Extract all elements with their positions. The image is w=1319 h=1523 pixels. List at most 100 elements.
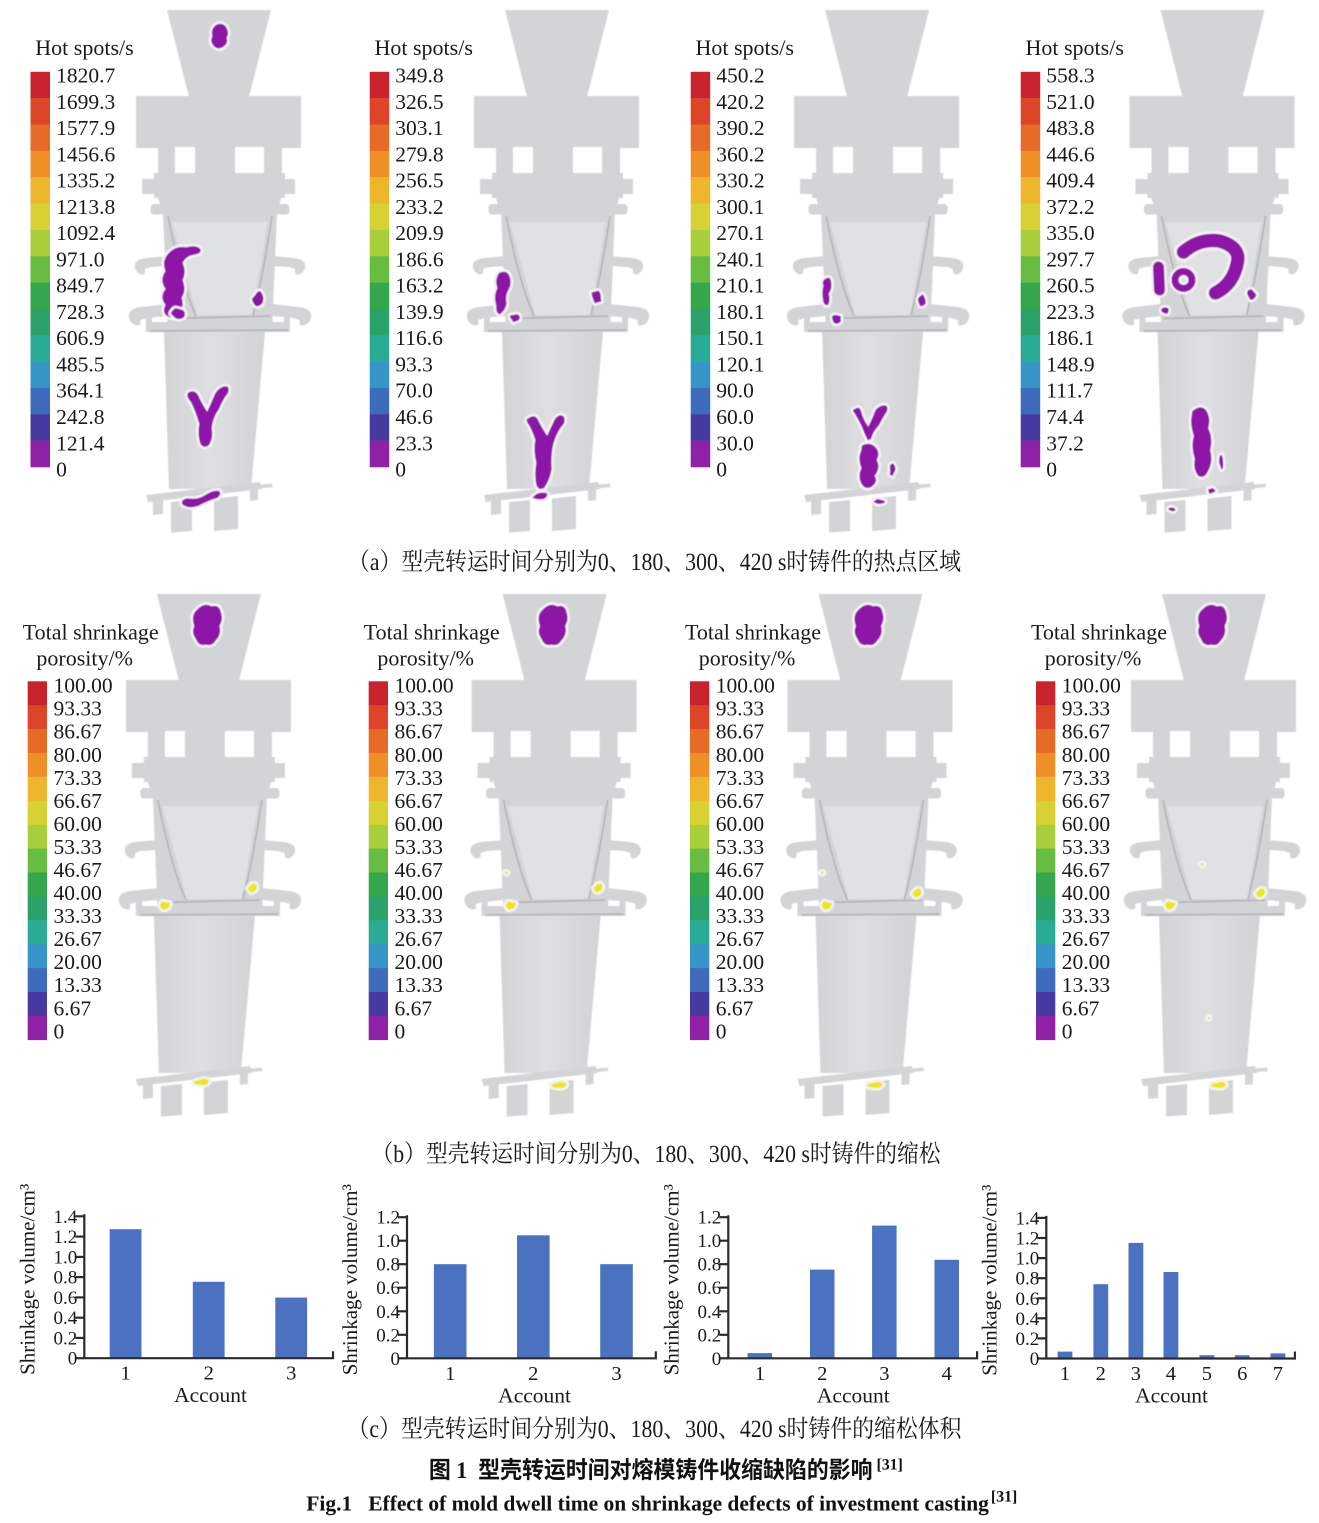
svg-text:120.1: 120.1 — [716, 353, 764, 377]
svg-text:121.4: 121.4 — [56, 431, 105, 455]
svg-text:53.33: 53.33 — [716, 835, 764, 859]
svg-text:46.67: 46.67 — [54, 858, 103, 882]
svg-text:13.33: 13.33 — [54, 973, 102, 997]
svg-text:40.00: 40.00 — [1062, 881, 1110, 905]
svg-text:46.67: 46.67 — [395, 858, 444, 882]
svg-text:0: 0 — [716, 458, 727, 482]
svg-text:0: 0 — [1046, 458, 1057, 482]
svg-text:Total shrinkage: Total shrinkage — [1031, 620, 1167, 645]
svg-text:Shrinkage volume/cm³: Shrinkage volume/cm³ — [338, 1184, 362, 1375]
svg-text:330.2: 330.2 — [716, 169, 764, 193]
svg-text:74.4: 74.4 — [1046, 405, 1084, 429]
svg-text:242.8: 242.8 — [56, 405, 104, 429]
svg-text:1: 1 — [445, 1363, 455, 1385]
svg-text:Shrinkage volume/cm³: Shrinkage volume/cm³ — [15, 1184, 39, 1375]
svg-text:60.00: 60.00 — [54, 812, 102, 836]
svg-text:66.67: 66.67 — [716, 789, 765, 813]
svg-text:1335.2: 1335.2 — [56, 169, 115, 193]
svg-text:4: 4 — [1166, 1363, 1176, 1385]
svg-text:20.00: 20.00 — [716, 950, 764, 974]
svg-text:porosity/%: porosity/% — [1045, 646, 1142, 671]
svg-text:111.7: 111.7 — [1046, 379, 1093, 403]
svg-text:33.33: 33.33 — [54, 904, 102, 928]
svg-text:100.00: 100.00 — [716, 674, 775, 698]
svg-text:0.4: 0.4 — [54, 1308, 78, 1329]
svg-text:66.67: 66.67 — [1062, 789, 1111, 813]
svg-text:93.33: 93.33 — [1062, 697, 1110, 721]
svg-text:100.00: 100.00 — [1062, 674, 1121, 698]
svg-text:53.33: 53.33 — [54, 835, 102, 859]
svg-text:0: 0 — [56, 458, 67, 482]
svg-text:Total shrinkage: Total shrinkage — [685, 620, 821, 645]
svg-text:86.67: 86.67 — [395, 720, 444, 744]
svg-text:409.4: 409.4 — [1046, 169, 1095, 193]
svg-text:26.67: 26.67 — [395, 927, 444, 951]
svg-text:6.67: 6.67 — [395, 996, 433, 1020]
svg-text:0.6: 0.6 — [376, 1278, 400, 1299]
svg-text:33.33: 33.33 — [395, 904, 443, 928]
svg-text:0: 0 — [395, 458, 406, 482]
svg-text:30.0: 30.0 — [716, 431, 754, 455]
svg-text:300.1: 300.1 — [716, 195, 764, 219]
svg-text:390.2: 390.2 — [716, 116, 764, 140]
svg-text:0: 0 — [1030, 1349, 1040, 1370]
svg-text:223.3: 223.3 — [1046, 300, 1094, 324]
svg-text:0.4: 0.4 — [698, 1302, 722, 1323]
svg-text:Hot spots/s: Hot spots/s — [695, 35, 793, 60]
svg-text:3: 3 — [1131, 1363, 1141, 1385]
svg-text:1: 1 — [1060, 1363, 1070, 1385]
svg-text:Shrinkage volume/cm³: Shrinkage volume/cm³ — [977, 1185, 1001, 1376]
svg-text:46.67: 46.67 — [1062, 858, 1111, 882]
svg-text:240.1: 240.1 — [716, 247, 764, 271]
svg-text:3: 3 — [611, 1363, 621, 1385]
svg-text:728.3: 728.3 — [56, 300, 104, 324]
svg-text:73.33: 73.33 — [1062, 766, 1110, 790]
svg-text:0.6: 0.6 — [698, 1278, 722, 1299]
svg-text:80.00: 80.00 — [54, 743, 102, 767]
svg-text:Total shrinkage: Total shrinkage — [23, 620, 159, 645]
svg-text:Account: Account — [817, 1383, 890, 1407]
svg-text:0: 0 — [712, 1349, 722, 1370]
svg-text:1.4: 1.4 — [1016, 1208, 1040, 1229]
svg-text:13.33: 13.33 — [395, 973, 443, 997]
svg-text:150.1: 150.1 — [716, 326, 764, 350]
svg-text:80.00: 80.00 — [1062, 743, 1110, 767]
svg-text:70.0: 70.0 — [395, 379, 433, 403]
svg-text:186.6: 186.6 — [395, 247, 444, 271]
svg-text:6.67: 6.67 — [54, 996, 92, 1020]
svg-text:116.6: 116.6 — [395, 326, 443, 350]
svg-text:1699.3: 1699.3 — [56, 90, 115, 114]
svg-text:90.0: 90.0 — [716, 379, 754, 403]
svg-text:446.6: 446.6 — [1046, 142, 1095, 166]
svg-text:23.3: 23.3 — [395, 431, 433, 455]
svg-text:0.8: 0.8 — [1016, 1269, 1040, 1290]
svg-text:360.2: 360.2 — [716, 142, 764, 166]
svg-text:3: 3 — [879, 1363, 889, 1385]
svg-text:1.2: 1.2 — [376, 1208, 400, 1229]
svg-text:60.0: 60.0 — [716, 405, 754, 429]
svg-text:6.67: 6.67 — [1062, 996, 1100, 1020]
svg-text:60.00: 60.00 — [716, 812, 764, 836]
svg-text:148.9: 148.9 — [1046, 353, 1094, 377]
svg-text:326.5: 326.5 — [395, 90, 443, 114]
svg-text:0: 0 — [1062, 1019, 1073, 1043]
svg-text:0.2: 0.2 — [1016, 1329, 1040, 1350]
svg-text:1577.9: 1577.9 — [56, 116, 115, 140]
svg-text:46.6: 46.6 — [395, 405, 433, 429]
svg-text:1.2: 1.2 — [1016, 1229, 1040, 1250]
svg-text:256.5: 256.5 — [395, 169, 443, 193]
svg-text:Total shrinkage: Total shrinkage — [364, 620, 500, 645]
svg-text:2: 2 — [817, 1363, 827, 1385]
svg-text:26.67: 26.67 — [716, 927, 765, 951]
svg-text:0: 0 — [716, 1019, 727, 1043]
svg-text:372.2: 372.2 — [1046, 195, 1094, 219]
svg-text:Account: Account — [174, 1383, 247, 1407]
svg-text:303.1: 303.1 — [395, 116, 443, 140]
svg-text:7: 7 — [1273, 1363, 1283, 1385]
svg-text:364.1: 364.1 — [56, 379, 104, 403]
svg-text:1.4: 1.4 — [54, 1207, 78, 1228]
svg-text:86.67: 86.67 — [1062, 720, 1111, 744]
svg-text:450.2: 450.2 — [716, 64, 764, 88]
svg-text:66.67: 66.67 — [395, 789, 444, 813]
svg-text:93.33: 93.33 — [54, 697, 102, 721]
